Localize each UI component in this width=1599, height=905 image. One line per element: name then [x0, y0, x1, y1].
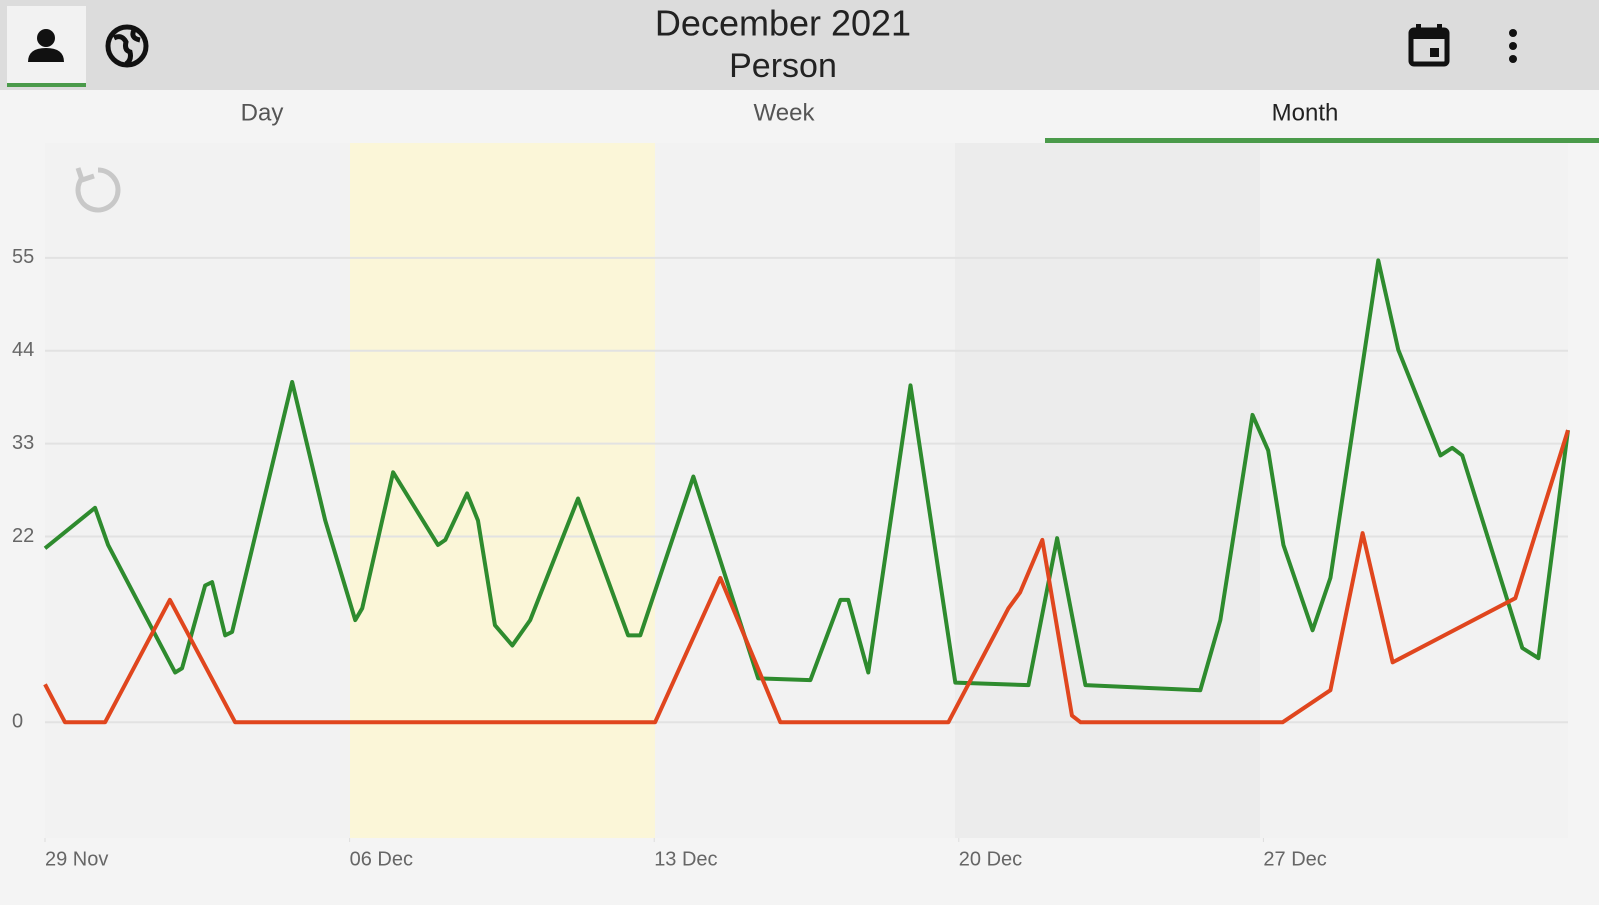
- current-week: [350, 143, 655, 838]
- y-tick-label: 22: [12, 525, 34, 547]
- y-tick-label: 44: [12, 339, 34, 361]
- person-indicator: [7, 83, 86, 87]
- plot-area: [45, 143, 1568, 838]
- subtitle: Person: [729, 47, 837, 85]
- series-line: [43, 429, 1570, 725]
- x-tick-label: 20 Dec: [959, 848, 1022, 870]
- x-tick-label: 13 Dec: [654, 848, 717, 870]
- tab-indicator: [1045, 138, 1599, 143]
- tab-month[interactable]: Month: [1272, 99, 1339, 126]
- app-bar: [0, 0, 1599, 90]
- y-tick-label: 33: [12, 432, 34, 454]
- y-tick-label: 0: [12, 711, 23, 733]
- person-icon: [28, 29, 64, 62]
- series-line: [43, 258, 1570, 693]
- tab-day[interactable]: Day: [241, 99, 284, 126]
- x-tick-label: 06 Dec: [350, 848, 413, 870]
- week-shade: [955, 143, 1260, 838]
- tab-week[interactable]: Week: [754, 99, 816, 126]
- y-tick-label: 55: [12, 246, 34, 268]
- menu-icon[interactable]: [1509, 29, 1517, 63]
- reset-icon[interactable]: [75, 167, 121, 213]
- calendar-icon[interactable]: [1408, 24, 1450, 67]
- globe-icon[interactable]: [105, 24, 149, 68]
- x-tick-label: 27 Dec: [1263, 848, 1326, 870]
- x-tick-label: 29 Nov: [45, 848, 108, 870]
- title: December 2021: [655, 3, 911, 44]
